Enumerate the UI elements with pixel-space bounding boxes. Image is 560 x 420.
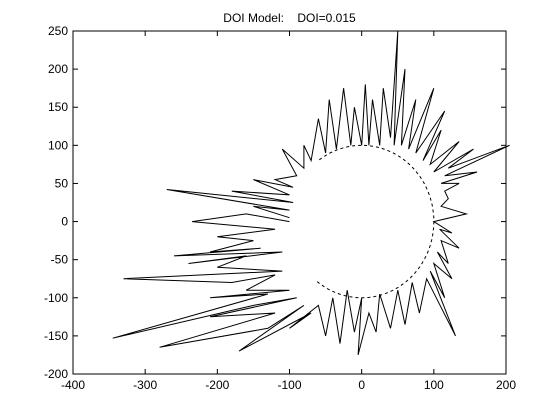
y-tick-label: 200 [48, 62, 68, 76]
y-tick-label: 0 [61, 215, 68, 229]
doi-line-series [112, 30, 510, 356]
x-tick-label: -400 [61, 378, 85, 392]
x-tick-label: 0 [358, 378, 365, 392]
chart-title: DOI Model: DOI=0.015 [223, 11, 356, 25]
y-axis: -200 -150 -100 -50 0 50 100 150 200 250 [44, 24, 506, 381]
x-axis: -400 -300 -200 -100 0 100 200 [61, 31, 516, 392]
y-tick-label: -200 [44, 367, 68, 381]
x-tick-label: -200 [205, 378, 229, 392]
x-tick-label: -100 [277, 378, 301, 392]
y-tick-label: 150 [48, 100, 68, 114]
y-tick-label: -150 [44, 329, 68, 343]
y-tick-label: -100 [44, 291, 68, 305]
x-tick-label: 200 [496, 378, 516, 392]
y-tick-label: 50 [55, 176, 69, 190]
x-tick-label: 100 [424, 378, 444, 392]
y-tick-label: 250 [48, 24, 68, 38]
series-layer [112, 30, 510, 356]
y-tick-label: 100 [48, 138, 68, 152]
y-tick-label: -50 [51, 253, 69, 267]
x-tick-label: -300 [133, 378, 157, 392]
